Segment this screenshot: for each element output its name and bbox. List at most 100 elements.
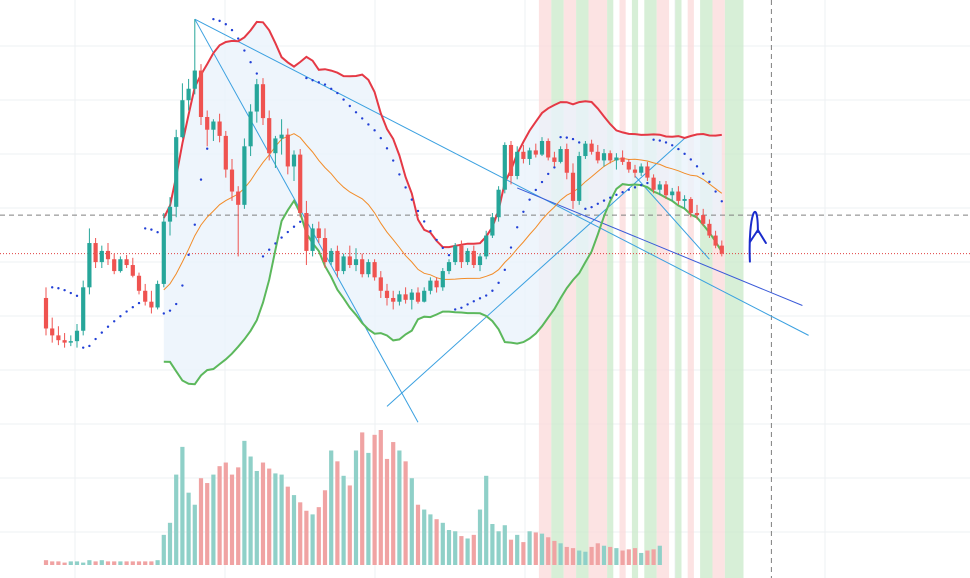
volume-bar bbox=[639, 552, 644, 565]
psar-dot bbox=[224, 23, 227, 26]
candle bbox=[267, 110, 272, 161]
psar-dot bbox=[249, 61, 252, 64]
candle-body bbox=[316, 228, 321, 239]
volume-bar bbox=[335, 461, 340, 565]
volume-bar bbox=[298, 502, 303, 565]
candle-body bbox=[508, 144, 514, 176]
candles bbox=[43, 19, 724, 348]
candle bbox=[99, 245, 104, 269]
candle bbox=[688, 197, 693, 218]
volume-bar bbox=[391, 442, 396, 565]
psar-dot bbox=[491, 289, 494, 292]
volume-bar bbox=[366, 452, 371, 565]
candle-body bbox=[161, 221, 166, 284]
volume-bar bbox=[570, 548, 576, 565]
trendline bbox=[517, 187, 803, 306]
volume-bar bbox=[446, 530, 452, 565]
candle-body bbox=[180, 100, 185, 138]
volume-bar bbox=[205, 483, 210, 565]
candle-body bbox=[391, 297, 396, 302]
candle bbox=[595, 144, 600, 164]
candle-body bbox=[595, 151, 600, 161]
candle-body bbox=[533, 150, 538, 155]
volume-bar bbox=[477, 509, 483, 565]
volume-bar bbox=[490, 524, 495, 565]
candle-body bbox=[68, 341, 73, 343]
volume-bar bbox=[645, 550, 650, 565]
candle-body bbox=[378, 277, 383, 291]
volume-bar bbox=[62, 562, 67, 565]
psar-dot bbox=[627, 188, 630, 191]
candle-body bbox=[428, 280, 433, 291]
candle bbox=[50, 317, 55, 343]
volume-bar bbox=[595, 543, 600, 565]
candle bbox=[198, 64, 204, 125]
volume-bars bbox=[43, 430, 662, 565]
psar-dot bbox=[516, 226, 519, 229]
volume-bar bbox=[229, 474, 235, 565]
candle bbox=[155, 280, 160, 310]
candle bbox=[68, 335, 73, 347]
psar-dot bbox=[125, 310, 128, 313]
volume-bar bbox=[527, 531, 532, 565]
volume-bar bbox=[372, 434, 377, 565]
volume-bar bbox=[291, 495, 297, 565]
volume-bar bbox=[428, 514, 433, 565]
candle-body bbox=[329, 250, 334, 263]
volume-bar bbox=[279, 474, 284, 565]
candle-body bbox=[719, 245, 724, 254]
candle-body bbox=[353, 259, 359, 266]
parabolic-sar bbox=[51, 17, 723, 349]
candle-body bbox=[260, 84, 266, 119]
candle-body bbox=[335, 250, 340, 272]
psar-dot bbox=[590, 205, 593, 209]
candle bbox=[93, 238, 98, 269]
psar-dot bbox=[528, 198, 531, 201]
volume-bar bbox=[248, 456, 253, 565]
candle bbox=[490, 212, 495, 239]
signal-band-green bbox=[644, 0, 657, 578]
candle bbox=[577, 151, 582, 205]
psar-dot bbox=[168, 309, 172, 312]
signal-band-red bbox=[656, 0, 670, 578]
volume-bar bbox=[161, 534, 166, 565]
volume-bar bbox=[130, 561, 135, 565]
candle-body bbox=[620, 157, 625, 162]
candle bbox=[620, 150, 625, 165]
volume-bar bbox=[620, 550, 625, 565]
psar-dot bbox=[385, 147, 389, 150]
volume-bar bbox=[155, 560, 160, 565]
candle-body bbox=[192, 70, 197, 89]
candle-body bbox=[205, 116, 210, 130]
volume-bar bbox=[360, 432, 365, 565]
psar-dot bbox=[131, 305, 134, 309]
psar-dot bbox=[336, 91, 339, 95]
candle bbox=[136, 272, 142, 295]
candle-body bbox=[577, 156, 582, 201]
candle-body bbox=[366, 262, 371, 275]
candle bbox=[254, 78, 259, 123]
volume-bar bbox=[403, 461, 408, 565]
psar-dot bbox=[454, 308, 457, 311]
candle-body bbox=[608, 153, 613, 161]
volume-bar bbox=[143, 561, 148, 565]
volume-bar bbox=[149, 561, 154, 565]
signal-band-green bbox=[700, 0, 713, 578]
candle bbox=[651, 174, 656, 194]
candle bbox=[211, 119, 216, 142]
psar-dot bbox=[330, 87, 333, 91]
psar-dot bbox=[633, 186, 637, 189]
candle bbox=[713, 230, 718, 249]
candle bbox=[589, 139, 594, 155]
psar-dot bbox=[429, 229, 432, 233]
candle-body bbox=[490, 217, 495, 236]
volume-bar bbox=[577, 550, 582, 565]
psar-dot bbox=[354, 111, 358, 114]
candle bbox=[360, 253, 365, 278]
candle-body bbox=[341, 256, 346, 272]
psar-dot bbox=[398, 173, 401, 176]
volume-bar bbox=[632, 548, 638, 565]
candle-body bbox=[87, 243, 92, 288]
